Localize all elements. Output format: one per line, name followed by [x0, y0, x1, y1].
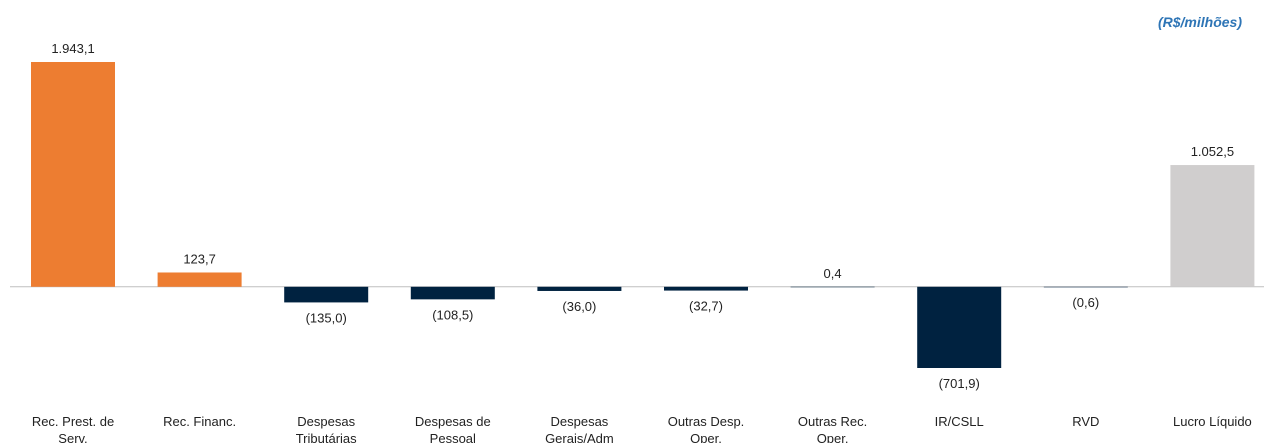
- value-label: 123,7: [183, 251, 216, 266]
- x-tick-label: Despesas de Pessoal: [414, 414, 491, 443]
- value-label: (36,0): [562, 299, 596, 314]
- x-tick-label: Rec. Financ.: [163, 414, 237, 429]
- value-label: (108,5): [432, 307, 473, 322]
- bar: [664, 286, 748, 291]
- value-label: 1.052,5: [1191, 144, 1234, 159]
- bar: [157, 272, 242, 287]
- bar: [1170, 165, 1255, 287]
- bar: [790, 286, 875, 288]
- value-label: 1.943,1: [51, 41, 94, 56]
- value-label: (32,7): [689, 299, 723, 314]
- bar: [917, 286, 1002, 368]
- bar: [1043, 286, 1128, 288]
- bar: [31, 62, 115, 287]
- x-tick-label: RVD: [1072, 414, 1100, 429]
- x-tick-label: IR/CSLL: [934, 414, 984, 429]
- bar: [537, 286, 622, 291]
- bar: [284, 286, 369, 303]
- value-label: (135,0): [306, 310, 347, 325]
- value-label: (701,9): [939, 376, 980, 391]
- unit-annotation: (R$/milhões): [1157, 14, 1242, 30]
- x-tick-label: Despesas Gerais/Adm: [545, 414, 614, 443]
- x-tick-label: Rec. Prest. de Serv.: [31, 414, 115, 443]
- x-tick-label: Outras Desp. Oper.: [667, 414, 745, 443]
- value-label: 0,4: [824, 266, 842, 281]
- x-tick-label: Despesas Tributárias: [295, 414, 357, 443]
- x-tick-label: Outras Rec. Oper.: [797, 414, 868, 443]
- x-tick-label: Lucro Líquido: [1173, 414, 1252, 429]
- value-label: (0,6): [1072, 295, 1099, 310]
- bar: [410, 286, 495, 300]
